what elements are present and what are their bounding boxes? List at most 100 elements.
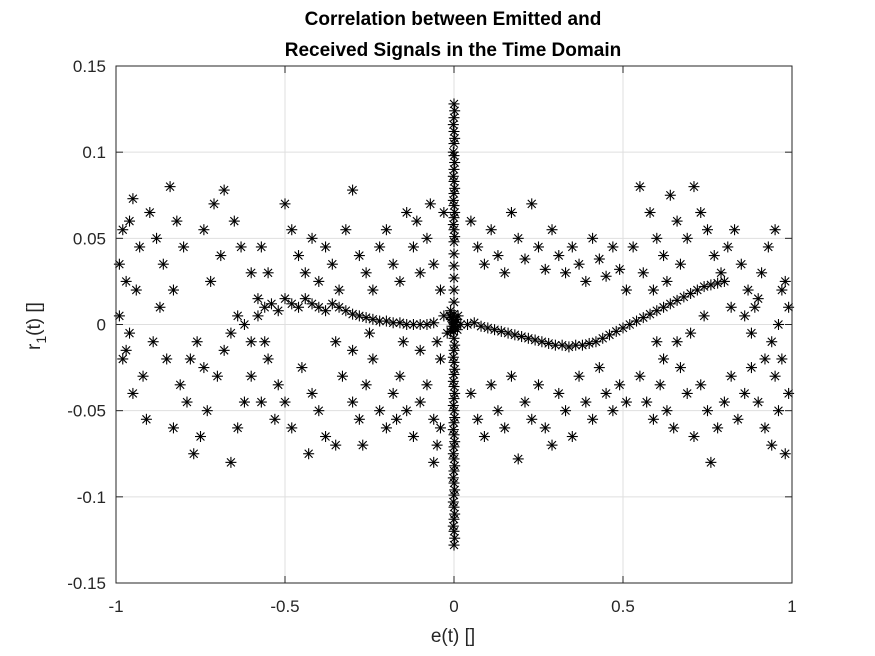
data-point	[387, 258, 399, 270]
data-point	[499, 267, 511, 279]
data-point	[272, 305, 284, 317]
data-point	[451, 324, 463, 336]
data-point	[326, 258, 338, 270]
data-point	[560, 267, 572, 279]
data-point	[651, 336, 663, 348]
data-point	[698, 281, 710, 293]
data-point	[735, 258, 747, 270]
data-point	[449, 157, 461, 169]
y-tick-label: 0.1	[82, 143, 106, 162]
y-tick-label: 0.05	[73, 229, 106, 248]
data-point	[130, 284, 142, 296]
data-point	[756, 267, 768, 279]
data-point	[674, 362, 686, 374]
data-point	[478, 258, 490, 270]
data-point	[607, 241, 619, 253]
data-point	[651, 232, 663, 244]
data-point	[705, 279, 717, 291]
data-point	[654, 379, 666, 391]
data-point	[357, 439, 369, 451]
data-point	[397, 336, 409, 348]
data-point	[113, 310, 125, 322]
y-axis-label: r1(t) []	[24, 302, 49, 350]
data-point	[702, 405, 713, 417]
data-point	[759, 353, 771, 365]
data-point	[167, 284, 179, 296]
data-point	[394, 317, 406, 329]
data-point	[228, 215, 240, 227]
data-point	[485, 224, 497, 236]
data-point	[485, 379, 497, 391]
x-tick-label: -1	[108, 597, 123, 616]
data-point	[448, 138, 460, 150]
data-point	[387, 387, 399, 399]
data-point	[306, 232, 318, 244]
data-point	[134, 241, 146, 253]
data-point	[712, 422, 724, 434]
data-point	[614, 263, 626, 275]
data-point	[140, 413, 152, 425]
data-point	[712, 277, 724, 289]
data-point	[449, 339, 461, 351]
data-point	[742, 284, 754, 296]
data-point	[444, 310, 456, 322]
data-point	[360, 312, 372, 324]
data-point	[127, 387, 139, 399]
data-point	[448, 125, 460, 137]
data-point	[380, 422, 392, 434]
data-point	[117, 224, 129, 236]
data-point	[620, 284, 632, 296]
data-point	[374, 315, 386, 327]
data-point	[593, 253, 605, 265]
data-point	[695, 206, 707, 218]
data-point	[499, 422, 511, 434]
data-point	[448, 163, 460, 175]
data-point	[211, 370, 223, 382]
x-tick-label: -0.5	[270, 597, 299, 616]
data-point	[449, 206, 461, 218]
data-point	[428, 456, 440, 468]
data-point	[296, 362, 308, 374]
data-point	[465, 215, 477, 227]
data-point	[353, 250, 365, 262]
chart-title-line-2: Received Signals in the Time Domain	[285, 40, 621, 61]
data-point	[449, 412, 461, 424]
data-point	[448, 525, 460, 537]
data-point	[495, 325, 507, 337]
data-point	[647, 284, 659, 296]
data-point	[151, 232, 163, 244]
data-point	[593, 362, 605, 374]
data-point	[566, 241, 578, 253]
data-point	[610, 325, 622, 337]
data-point	[553, 250, 565, 262]
data-point	[715, 267, 727, 279]
x-tick-label: 1	[787, 597, 796, 616]
data-point	[489, 324, 501, 336]
data-point	[428, 413, 440, 425]
data-point	[600, 387, 612, 399]
data-point	[336, 370, 348, 382]
data-point	[353, 413, 365, 425]
data-point	[519, 253, 531, 265]
data-point	[360, 267, 372, 279]
y-tick-label: -0.05	[67, 402, 106, 421]
data-point	[262, 267, 274, 279]
chart-title-line-1: Correlation between Emitted and	[305, 9, 602, 30]
data-point	[306, 387, 318, 399]
data-point	[407, 431, 419, 443]
data-point	[120, 344, 132, 356]
data-point	[117, 353, 129, 365]
data-point	[391, 413, 403, 425]
data-point	[447, 170, 459, 182]
data-point	[705, 456, 717, 468]
data-point	[448, 188, 460, 200]
data-point	[644, 206, 656, 218]
data-point	[587, 413, 599, 425]
data-point	[299, 293, 311, 305]
data-point	[438, 206, 450, 218]
data-point	[293, 301, 305, 313]
data-point	[255, 396, 267, 408]
data-point	[448, 260, 460, 272]
data-point	[407, 241, 419, 253]
